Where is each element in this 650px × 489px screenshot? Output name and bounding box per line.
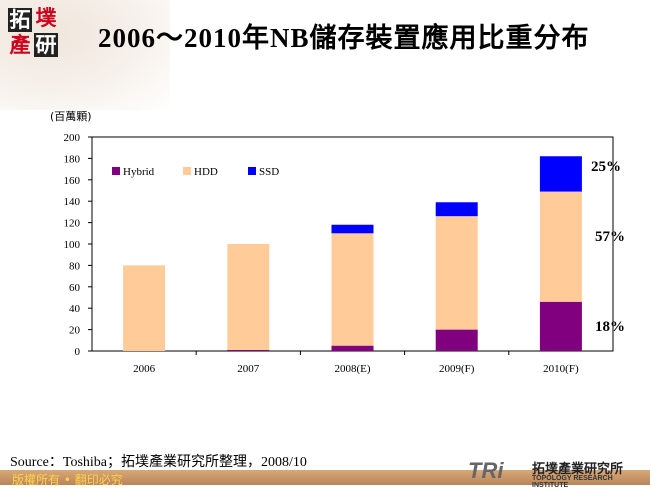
bar-hybrid-2007 [227,349,270,351]
legend-swatch-hybrid [112,167,120,175]
logo-char: 產 [9,33,31,57]
legend-label-ssd: SSD [259,166,279,178]
legend-swatch-ssd [248,167,256,175]
y-axis-unit: (百萬顆) [50,110,92,123]
logo: 拓 墣 產 研 [8,6,60,58]
y-tick-label: 100 [64,239,81,251]
annotation-hybrid-share: 18% [595,319,625,335]
x-tick-label: 2009(F) [439,363,475,375]
y-tick-label: 80 [69,260,81,272]
bar-hybrid-2009(F) [435,329,478,351]
copyright: 版權所有 • 翻印必究 [12,473,123,487]
org-name-en: TOPOLOGY RESEARCH INSTITUTE [532,475,613,489]
bar-ssd-2009(F) [435,202,478,217]
legend-swatch-hdd [183,167,191,175]
y-tick-label: 20 [69,325,81,337]
y-tick-label: 180 [64,153,81,165]
annotation-ssd-share: 25% [591,159,621,175]
page-title: 2006～2010年NB儲存裝置應用比重分布 [98,23,590,53]
bar-hdd-2006 [123,265,166,351]
logo-char: 研 [34,33,58,57]
x-tick-label: 2006 [133,363,156,375]
x-tick-label: 2010(F) [543,363,579,375]
y-tick-label: 160 [64,175,81,187]
bar-hybrid-2008(E) [331,345,374,351]
y-tick-label: 60 [69,282,81,294]
org-logo-abbr: TRi [468,458,504,483]
bar-ssd-2008(E) [331,224,374,234]
y-tick-label: 200 [64,132,81,144]
y-tick-label: 120 [64,218,81,230]
legend-label-hybrid: Hybrid [123,166,155,178]
bar-ssd-2010(F) [539,156,582,192]
org-name-cn: 拓墣產業研究所 [532,462,624,477]
bar-hybrid-2010(F) [539,301,582,351]
logo-char: 墣 [35,6,57,30]
x-tick-label: 2007 [237,363,260,375]
x-tick-label: 2008(E) [334,363,370,375]
bar-hdd-2007 [227,244,270,350]
bar-hdd-2009(F) [435,216,478,330]
y-tick-label: 0 [75,346,81,358]
source-note: Source：Toshiba；拓墣產業研究所整理，2008/10 [10,455,307,470]
legend-label-hdd: HDD [194,166,218,178]
y-tick-label: 140 [64,196,81,208]
bar-hdd-2008(E) [331,233,374,346]
annotation-hdd-share: 57% [595,229,625,245]
footer-bar [0,470,650,485]
y-tick-label: 40 [69,303,81,315]
bar-hdd-2010(F) [539,191,582,302]
logo-char: 拓 [8,8,32,32]
